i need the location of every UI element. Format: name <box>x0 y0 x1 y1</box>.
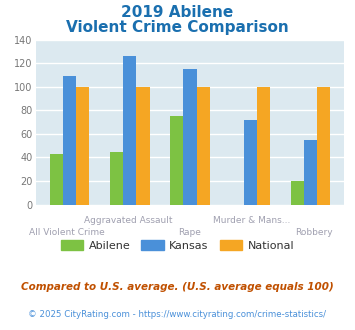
Bar <box>304 140 317 205</box>
Text: Compared to U.S. average. (U.S. average equals 100): Compared to U.S. average. (U.S. average … <box>21 282 334 292</box>
Text: 2019 Abilene: 2019 Abilene <box>121 5 234 20</box>
Bar <box>197 87 210 205</box>
Bar <box>183 69 197 205</box>
Text: © 2025 CityRating.com - https://www.cityrating.com/crime-statistics/: © 2025 CityRating.com - https://www.city… <box>28 310 327 319</box>
Bar <box>76 87 89 205</box>
Bar <box>50 154 63 205</box>
Bar <box>290 181 304 205</box>
Text: Robbery: Robbery <box>295 228 332 237</box>
Legend: Abilene, Kansas, National: Abilene, Kansas, National <box>56 235 299 255</box>
Bar <box>317 87 330 205</box>
Bar <box>110 151 123 205</box>
Text: Violent Crime Comparison: Violent Crime Comparison <box>66 20 289 35</box>
Bar <box>170 116 183 205</box>
Bar <box>244 120 257 205</box>
Bar <box>63 76 76 205</box>
Text: All Violent Crime: All Violent Crime <box>28 228 104 237</box>
Text: Rape: Rape <box>179 228 201 237</box>
Bar <box>257 87 270 205</box>
Bar <box>136 87 149 205</box>
Text: Murder & Mans...: Murder & Mans... <box>213 216 290 225</box>
Text: Aggravated Assault: Aggravated Assault <box>84 216 173 225</box>
Bar <box>123 56 136 205</box>
